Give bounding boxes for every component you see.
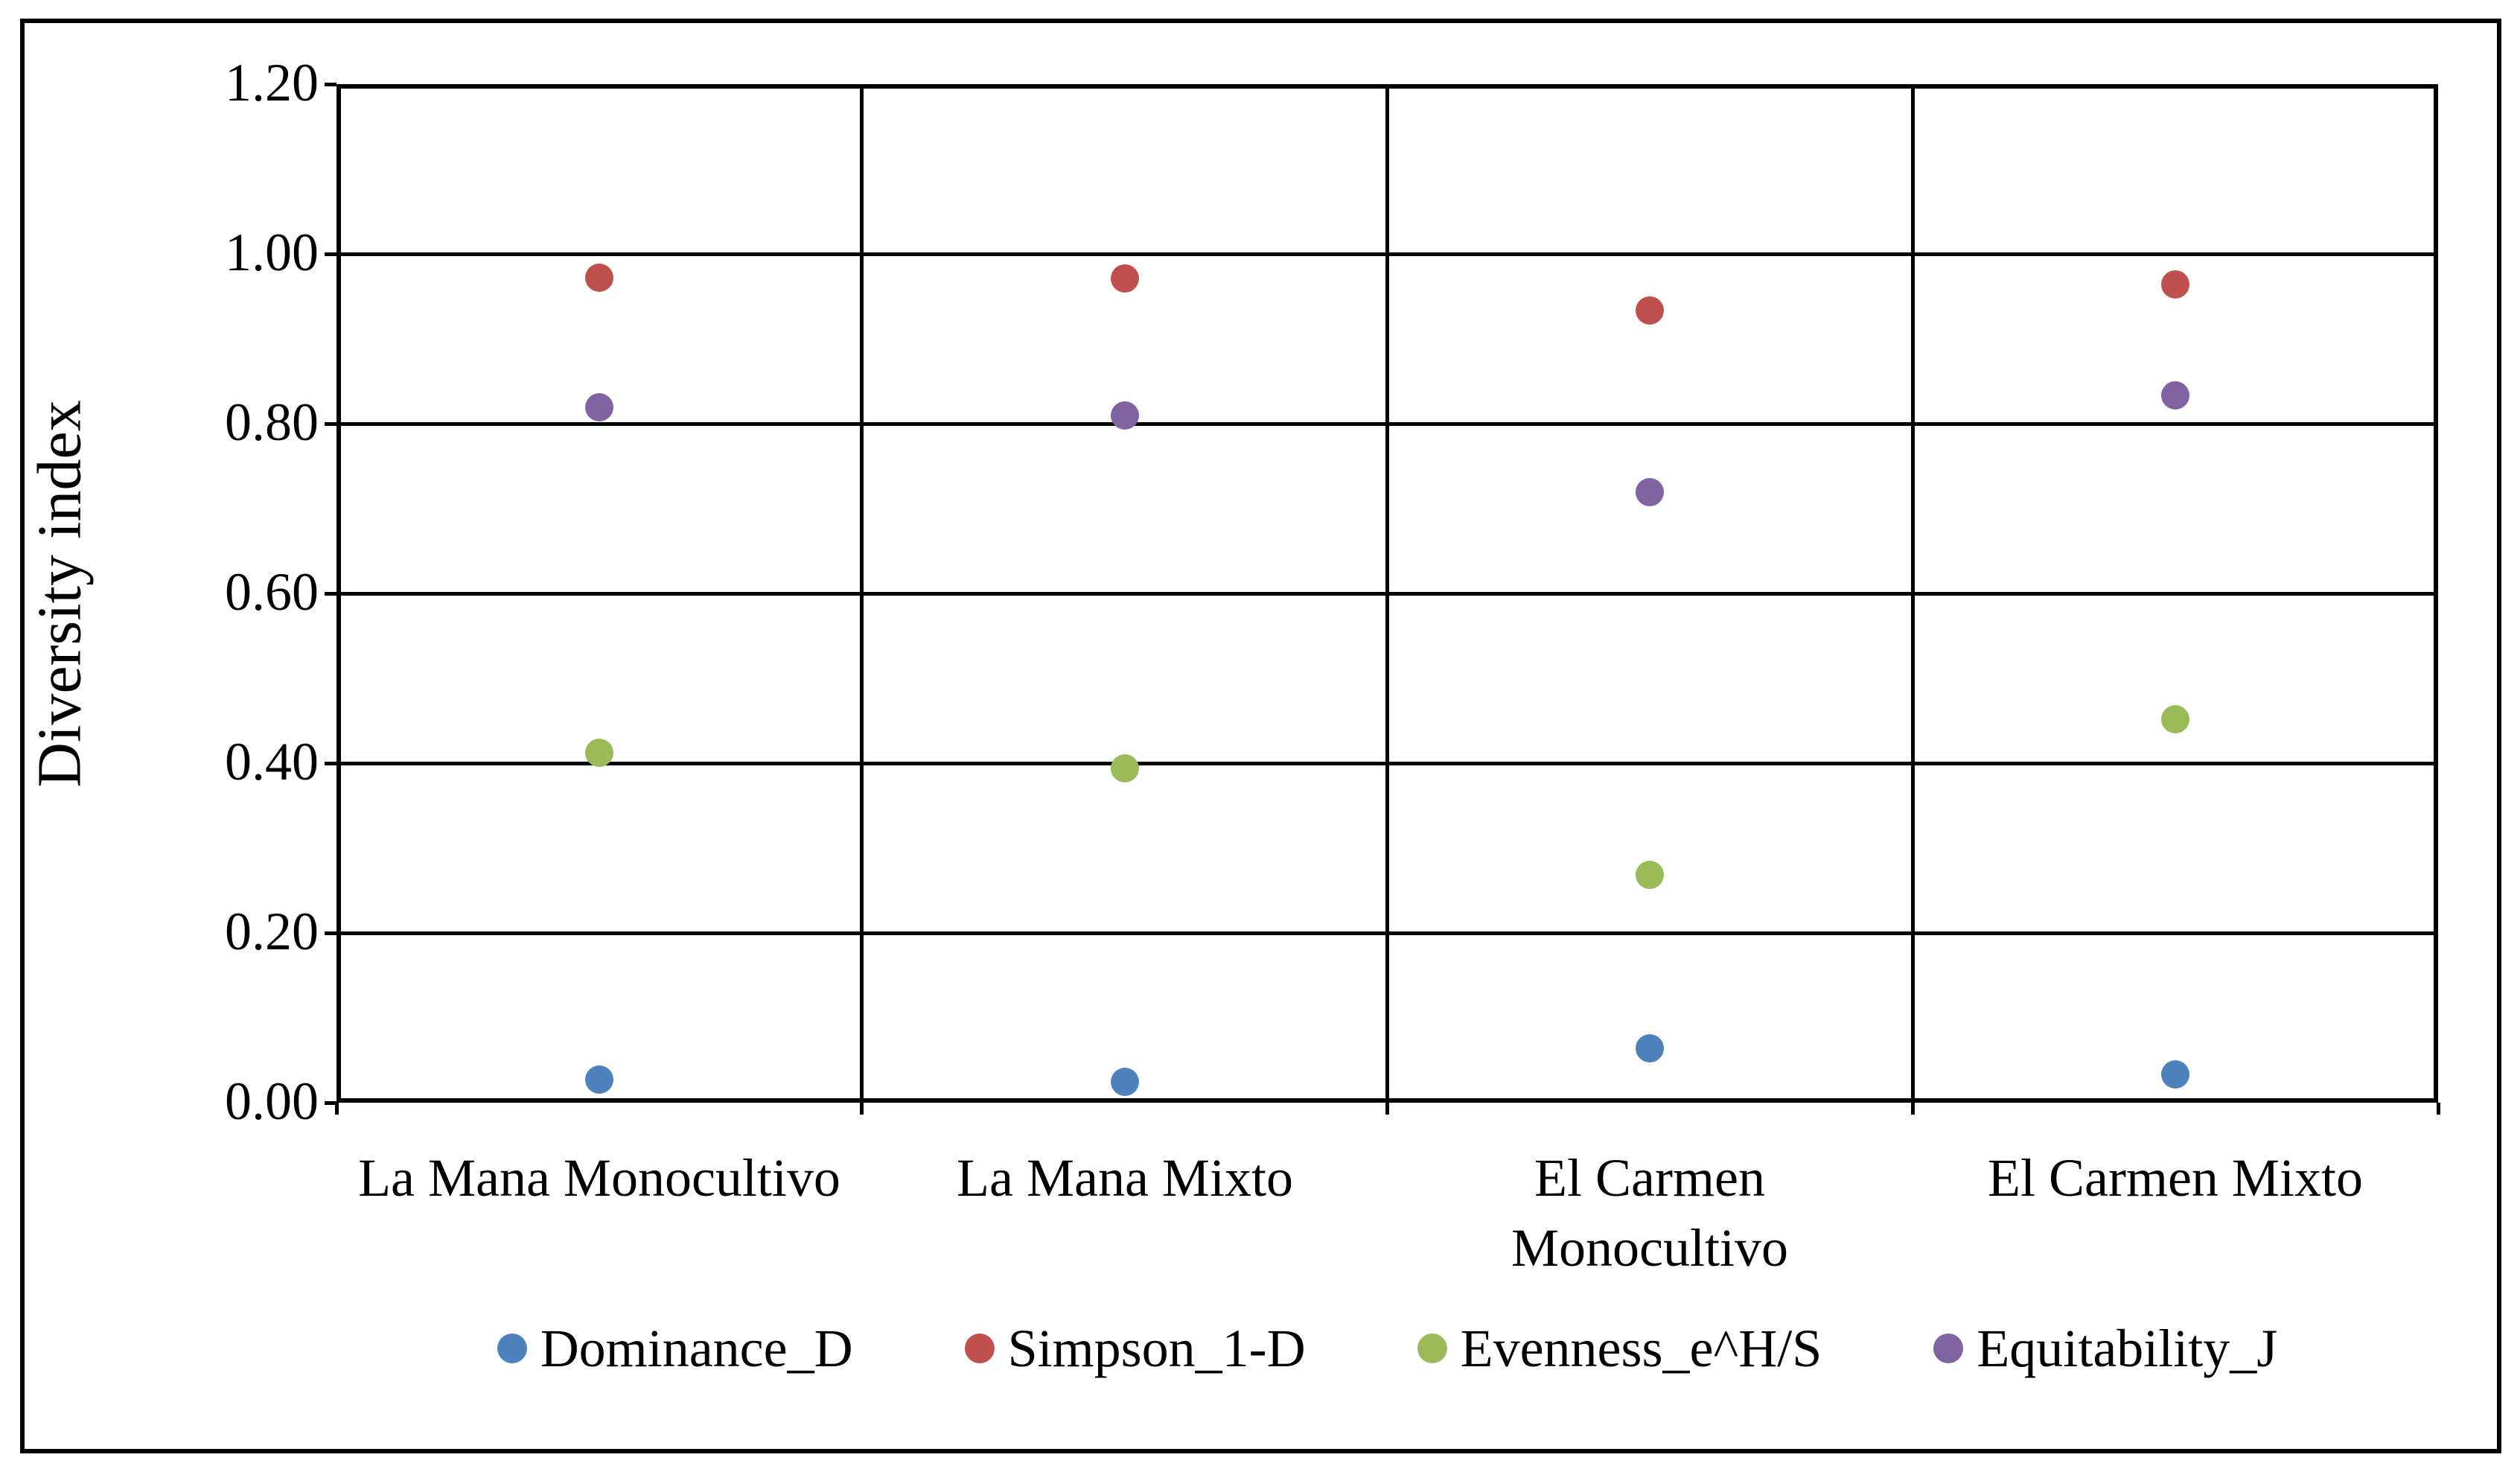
x-axis-tick <box>860 1103 864 1115</box>
x-axis-tick <box>335 1103 339 1115</box>
y-tick-label: 0.40 <box>225 732 319 791</box>
category-label-line: El Carmen <box>1534 1148 1765 1208</box>
legend-label: Simpson_1-D <box>1007 1319 1306 1378</box>
y-tick-label: 0.60 <box>225 562 319 622</box>
legend-marker-simpson-1-d <box>964 1334 995 1363</box>
data-point-evenness-e-h-s <box>1636 861 1664 889</box>
data-point-dominance-d <box>1111 1068 1139 1096</box>
y-axis-tick <box>325 592 336 596</box>
figure-outer-border <box>20 19 2501 1453</box>
y-axis-tick <box>325 1101 336 1105</box>
data-point-dominance-d <box>2161 1060 2189 1089</box>
data-point-simpson-1-d <box>1636 296 1664 325</box>
vertical-gridline <box>1385 89 1389 1098</box>
data-point-simpson-1-d <box>585 264 613 292</box>
legend-item: Evenness_e^H/S <box>1417 1322 1822 1375</box>
category-label-line: La Mana Mixto <box>957 1148 1293 1208</box>
y-axis-tick <box>325 422 336 426</box>
y-axis-tick <box>325 252 336 256</box>
data-point-dominance-d <box>585 1065 613 1094</box>
y-tick-label: 0.80 <box>225 392 319 452</box>
category-label-line: Monocultivo <box>1511 1217 1788 1278</box>
y-axis-title-text: Diversity index <box>25 399 95 788</box>
legend-item: Simpson_1-D <box>964 1319 1306 1378</box>
data-point-evenness-e-h-s <box>1111 754 1139 783</box>
legend-label: Evenness_e^H/S <box>1460 1319 1822 1378</box>
data-point-evenness-e-h-s <box>2161 705 2189 733</box>
y-tick-label: 0.20 <box>225 902 319 961</box>
vertical-gridline <box>1911 89 1915 1098</box>
legend-marker-evenness-e-h-s <box>1417 1334 1447 1363</box>
vertical-gridline <box>860 89 864 1098</box>
data-point-equitability-j <box>585 393 613 421</box>
data-point-equitability-j <box>1111 401 1139 430</box>
legend: Dominance_D Simpson_1-D Evenness_e^H/S Equi… <box>336 1322 2438 1375</box>
y-axis-tick <box>325 762 336 765</box>
data-point-simpson-1-d <box>2161 270 2189 299</box>
x-axis-tick <box>1385 1103 1389 1115</box>
y-axis-tick <box>325 83 336 86</box>
legend-label: Equitability_J <box>1977 1319 2278 1378</box>
category-label-line: La Mana Monocultivo <box>358 1148 840 1208</box>
legend-label: Dominance_D <box>540 1319 853 1378</box>
category-label: El Carmen Mixto <box>1907 1144 2443 1214</box>
y-tick-label: 1.00 <box>225 223 319 282</box>
legend-item: Dominance_D <box>497 1322 853 1375</box>
category-label-line: El Carmen Mixto <box>1988 1148 2363 1208</box>
x-axis-tick <box>1911 1103 1915 1115</box>
category-label: La Mana Monocultivo <box>331 1144 867 1214</box>
legend-marker-dominance-d <box>497 1334 527 1363</box>
legend-item: Equitability_J <box>1933 1322 2277 1375</box>
plot-area <box>336 84 2438 1103</box>
data-point-equitability-j <box>1636 478 1664 506</box>
category-label: El Carmen Monocultivo <box>1382 1144 1918 1283</box>
data-point-simpson-1-d <box>1111 264 1139 293</box>
y-tick-label: 1.20 <box>225 53 319 112</box>
category-label: La Mana Mixto <box>857 1144 1393 1214</box>
y-axis-tick <box>325 931 336 935</box>
data-point-equitability-j <box>2161 381 2189 410</box>
y-tick-label: 0.00 <box>225 1071 319 1131</box>
data-point-evenness-e-h-s <box>585 739 613 767</box>
x-axis-tick <box>2437 1103 2440 1115</box>
data-point-dominance-d <box>1636 1034 1664 1062</box>
legend-marker-equitability-j <box>1933 1334 1964 1363</box>
